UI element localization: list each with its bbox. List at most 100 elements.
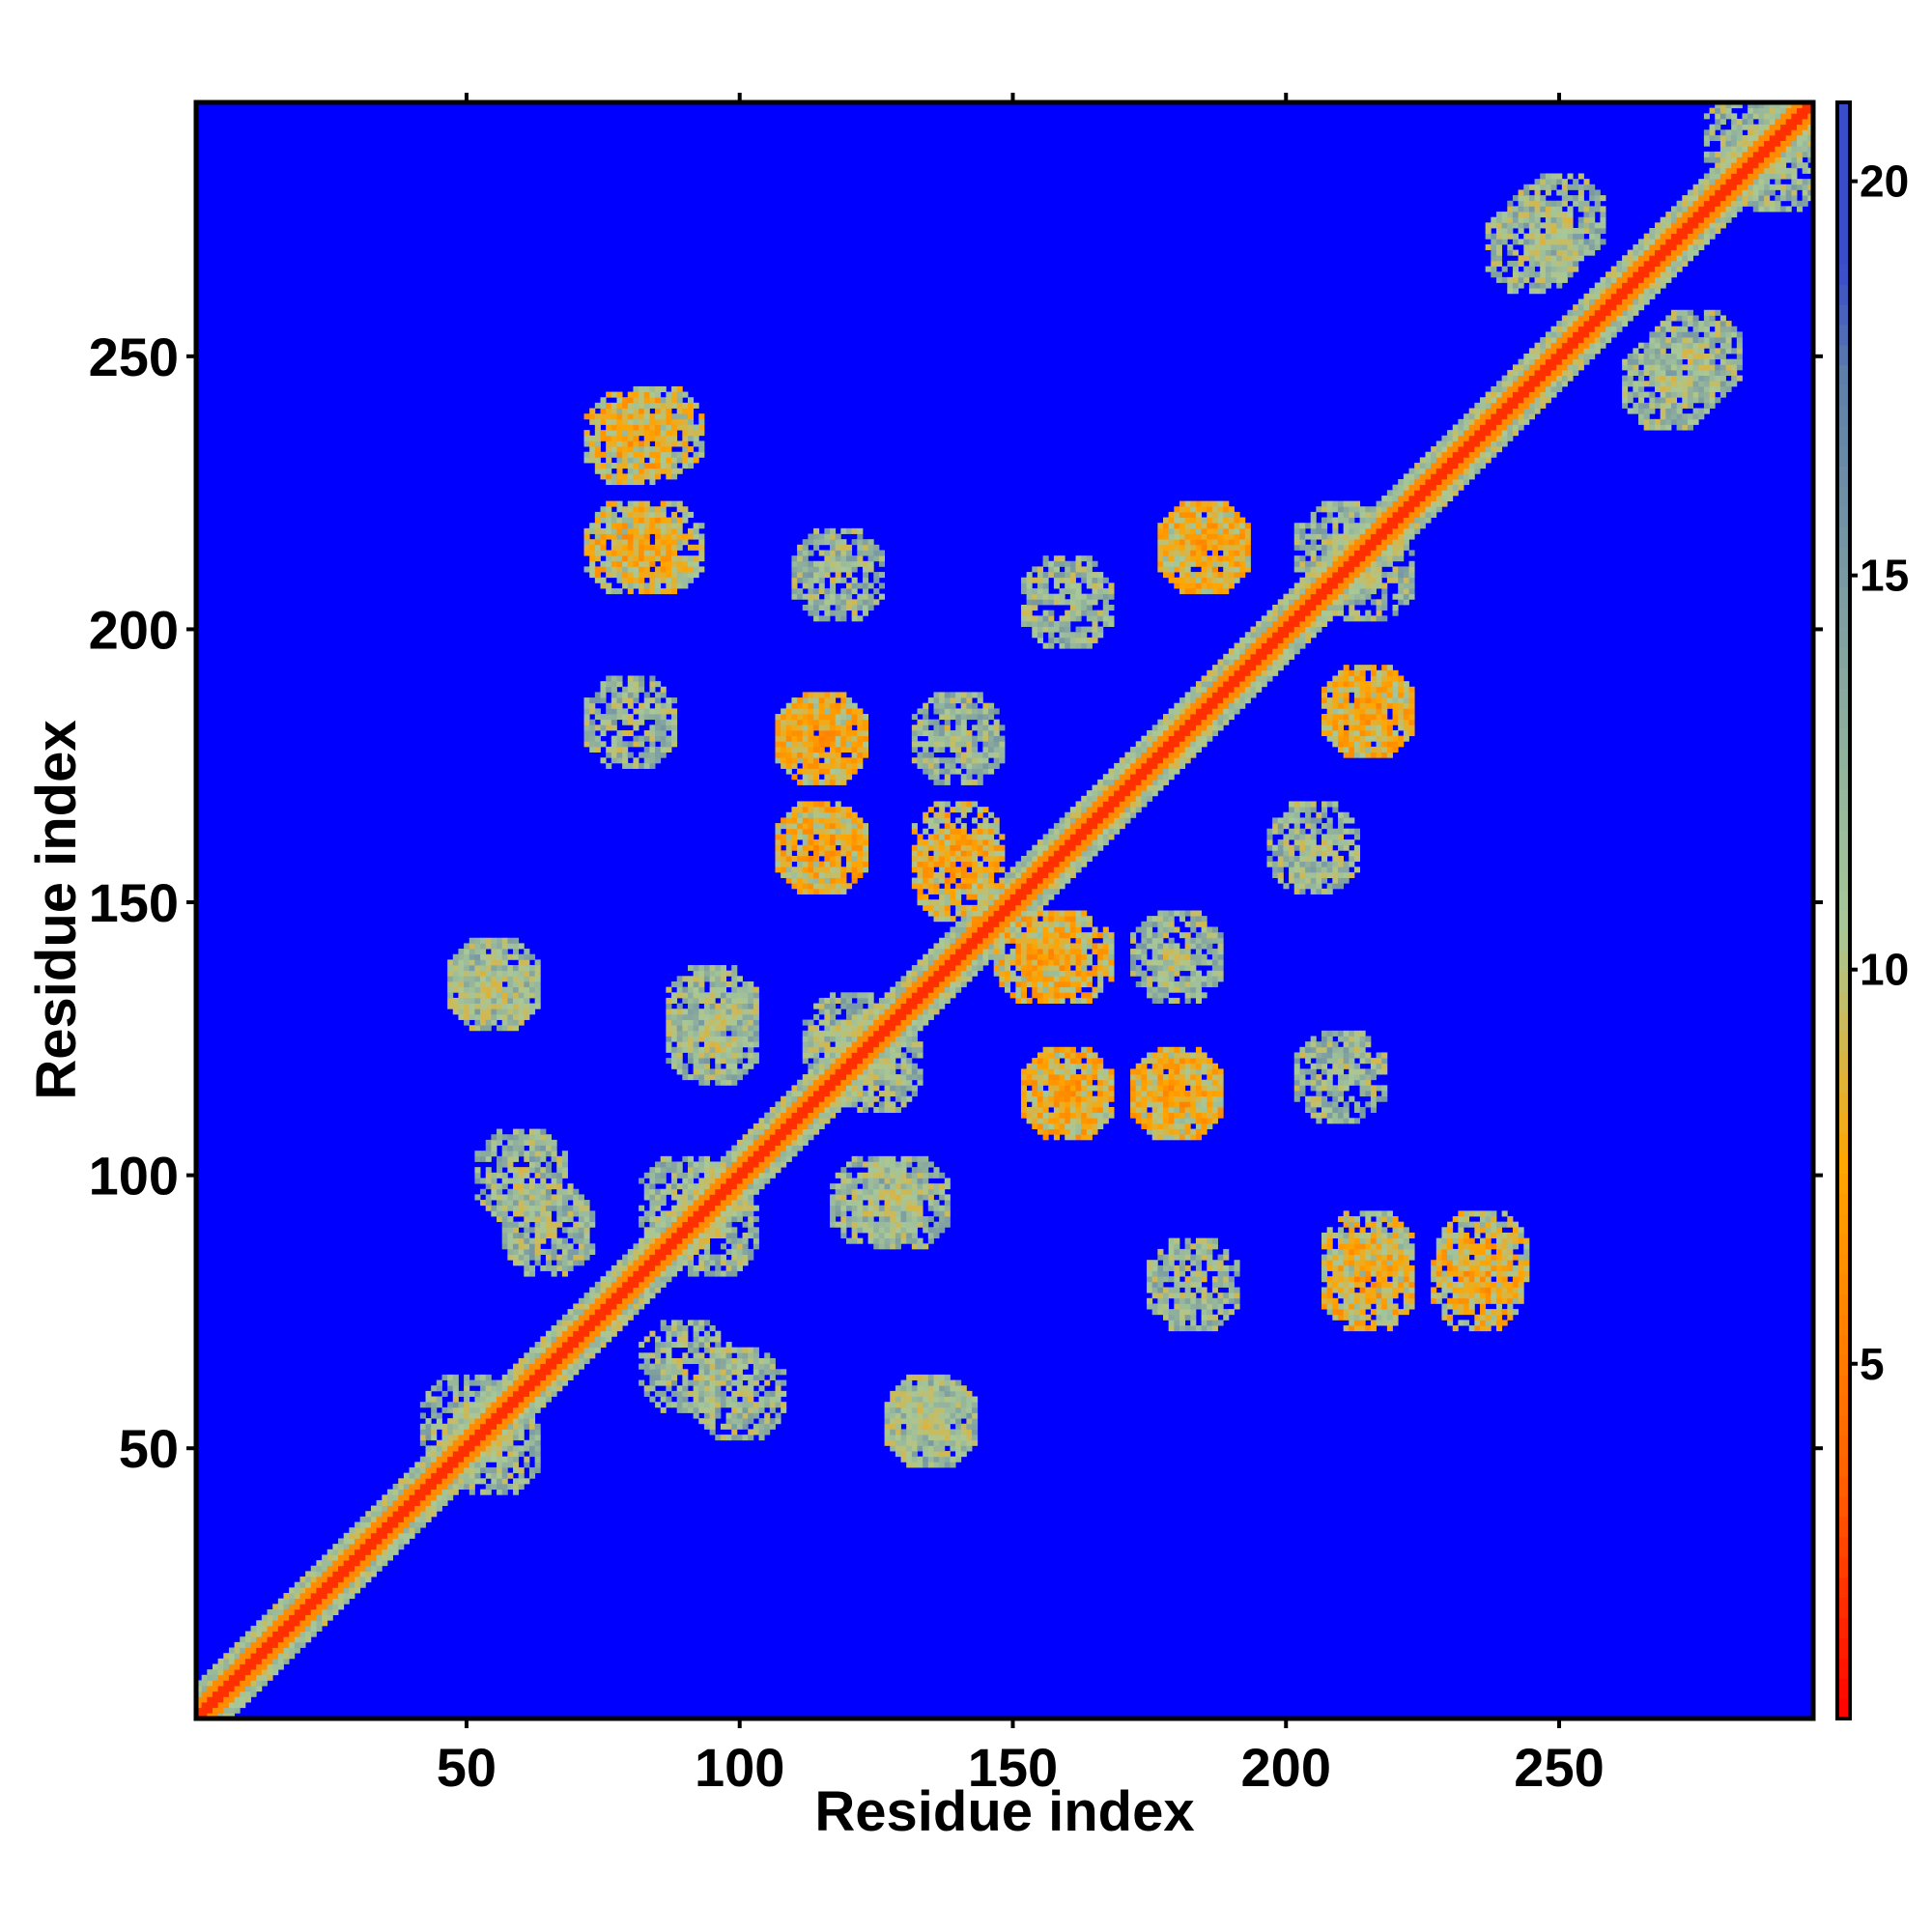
heatmap-cell — [857, 997, 864, 1004]
heatmap-cell — [693, 1412, 699, 1419]
heatmap-cell — [545, 1347, 553, 1353]
heatmap-cell — [709, 1221, 716, 1228]
heatmap-cell — [567, 1216, 574, 1223]
heatmap-cell — [501, 1462, 508, 1468]
heatmap-cell — [649, 1281, 656, 1288]
heatmap-cell — [703, 1390, 711, 1397]
heatmap-cell — [709, 1270, 716, 1277]
heatmap-cell — [709, 1357, 716, 1365]
heatmap-cell — [840, 746, 847, 753]
heatmap-cell — [813, 577, 820, 583]
heatmap-cell — [655, 566, 662, 573]
heatmap-cell — [703, 1058, 711, 1065]
heatmap-cell — [895, 1013, 901, 1020]
heatmap-cell — [693, 1357, 699, 1365]
heatmap-cell — [261, 1653, 268, 1660]
heatmap-cell — [458, 953, 465, 960]
heatmap-cell — [791, 724, 798, 731]
heatmap-cell — [878, 1216, 885, 1223]
heatmap-cell — [316, 1571, 323, 1577]
heatmap-cell — [464, 1385, 470, 1392]
heatmap-cell — [758, 1172, 765, 1179]
heatmap-cell — [611, 1330, 617, 1337]
heatmap-cell — [370, 1521, 378, 1528]
heatmap-cell — [890, 1041, 896, 1048]
heatmap-cell — [594, 735, 601, 742]
heatmap-cell — [676, 1264, 683, 1271]
heatmap-cell — [824, 877, 831, 884]
heatmap-cell — [611, 757, 617, 764]
heatmap-cell — [900, 1435, 907, 1441]
heatmap-cell — [703, 976, 711, 982]
heatmap-cell — [867, 1227, 874, 1234]
heatmap-cell — [643, 523, 650, 529]
heatmap-cell — [480, 1451, 487, 1458]
heatmap-cell — [594, 1314, 601, 1321]
heatmap-cell — [676, 1406, 683, 1413]
heatmap-cell — [616, 523, 623, 529]
heatmap-cell — [524, 1194, 530, 1201]
heatmap-cell — [355, 1577, 361, 1583]
heatmap-cell — [824, 560, 831, 567]
heatmap-cell — [666, 1025, 672, 1032]
heatmap-cell — [633, 1281, 639, 1288]
heatmap-cell — [272, 1608, 279, 1616]
heatmap-cell — [365, 1511, 372, 1518]
heatmap-cell — [600, 692, 607, 698]
heatmap-cell — [835, 779, 841, 785]
heatmap-cell — [480, 1423, 487, 1430]
heatmap-cell — [660, 517, 667, 524]
heatmap-cell — [622, 446, 629, 453]
heatmap-cell — [622, 1297, 629, 1304]
heatmap-cell — [534, 1243, 541, 1250]
heatmap-cell — [748, 1406, 754, 1413]
heatmap-cell — [671, 1167, 678, 1174]
heatmap-cell — [671, 1210, 678, 1217]
heatmap-cell — [857, 708, 864, 715]
heatmap-cell — [633, 440, 639, 447]
heatmap-cell — [627, 741, 634, 748]
heatmap-cell — [332, 1598, 339, 1605]
heatmap-cell — [682, 1357, 689, 1365]
heatmap-cell — [310, 1598, 317, 1605]
heatmap-cell — [878, 1172, 885, 1179]
heatmap-cell — [835, 544, 841, 551]
heatmap-cell — [655, 555, 662, 562]
heatmap-cell — [895, 1091, 901, 1097]
heatmap-cell — [633, 708, 639, 715]
heatmap-cell — [698, 1237, 705, 1244]
heatmap-cell — [294, 1608, 300, 1616]
heatmap-cell — [485, 1172, 492, 1179]
heatmap-cell — [687, 430, 695, 437]
heatmap-cell — [666, 1379, 672, 1386]
heatmap-cell — [797, 572, 804, 579]
heatmap-cell — [797, 757, 804, 764]
heatmap-cell — [649, 1352, 656, 1359]
heatmap-cell — [398, 1511, 405, 1518]
heatmap-cell — [769, 1155, 776, 1162]
heatmap-cell — [857, 1052, 864, 1059]
heatmap-cell — [857, 1058, 864, 1065]
heatmap-cell — [633, 527, 639, 534]
heatmap-cell — [649, 463, 656, 469]
heatmap-cell — [611, 1297, 617, 1304]
heatmap-cell — [528, 1178, 536, 1184]
heatmap-cell — [403, 1494, 410, 1501]
heatmap-cell — [485, 1429, 492, 1435]
heatmap-cell — [551, 1155, 557, 1162]
heatmap-cell — [676, 1183, 683, 1190]
heatmap-cell — [900, 1379, 907, 1386]
heatmap-cell — [485, 1472, 492, 1479]
heatmap-cell — [643, 506, 650, 513]
heatmap-cell — [857, 729, 864, 737]
heatmap-cell — [867, 1205, 874, 1211]
heatmap-cell — [524, 1139, 530, 1146]
heatmap-cell — [895, 1074, 901, 1081]
heatmap-cell — [556, 1221, 563, 1228]
heatmap-cell — [431, 1489, 438, 1495]
heatmap-cell — [813, 599, 820, 606]
heatmap-cell — [518, 1435, 525, 1441]
heatmap-cell — [693, 986, 699, 993]
heatmap-cell — [715, 1342, 722, 1349]
heatmap-cell — [890, 1423, 896, 1430]
